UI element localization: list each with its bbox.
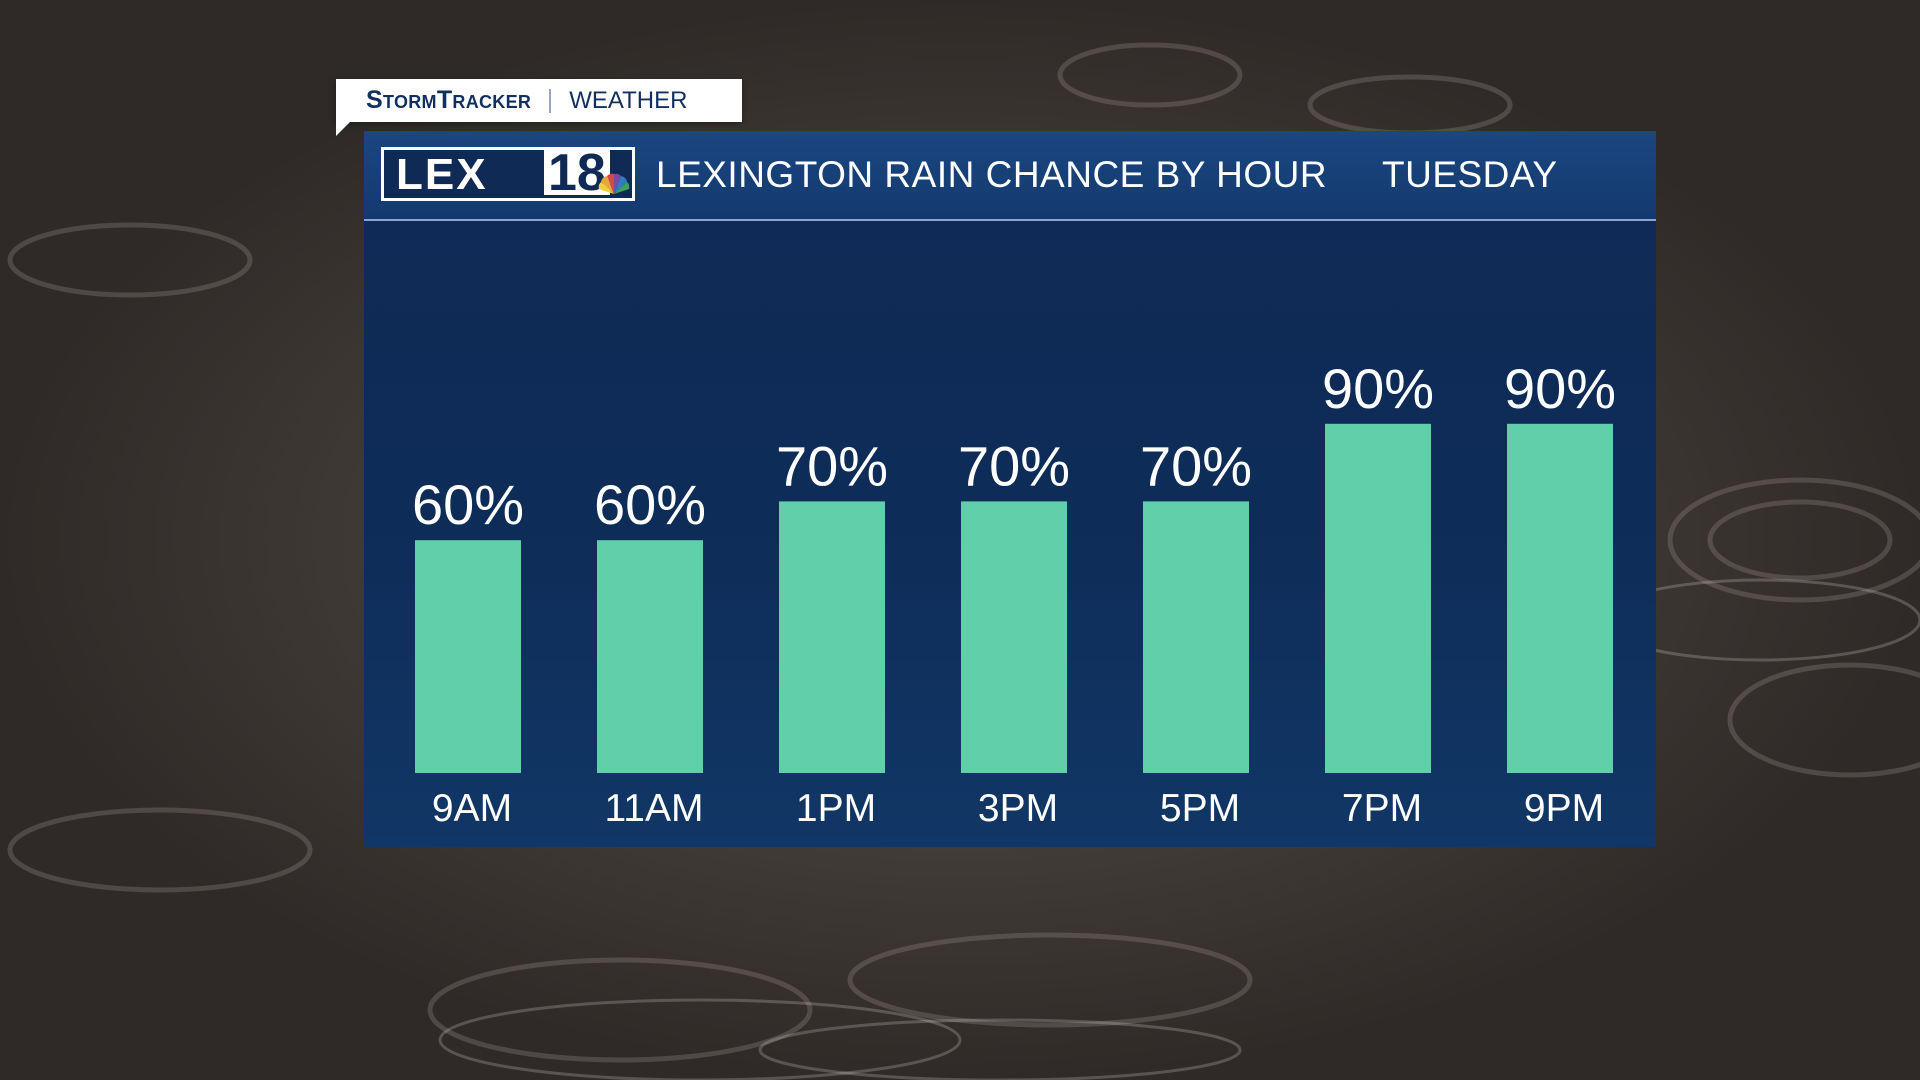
category-label-1pm: 1PM [796, 787, 876, 830]
value-label-1pm: 70% [776, 434, 888, 497]
value-label-9pm: 90% [1504, 357, 1616, 420]
panel-header: LEX 18 LEXINGTON RAIN CHANCE BY HOUR TUE… [364, 131, 1656, 221]
category-label-9pm: 9PM [1524, 787, 1604, 830]
bar-7pm [1325, 423, 1431, 773]
category-label-3pm: 3PM [978, 787, 1058, 830]
chart-day: TUESDAY [1382, 154, 1558, 195]
stormtracker-brand: StormTracker [366, 86, 532, 114]
value-label-7pm: 90% [1322, 357, 1434, 420]
value-label-9am: 60% [412, 473, 524, 536]
bar-1pm [779, 501, 885, 773]
bar-5pm [1143, 501, 1249, 773]
chart-title: LEXINGTON RAIN CHANCE BY HOUR [656, 154, 1328, 195]
rain-chance-panel: LEX 18 LEXINGTON RAIN CHANCE BY HOUR TUE… [364, 131, 1656, 847]
peacock-icon [598, 173, 630, 194]
value-label-3pm: 70% [958, 434, 1070, 497]
tag-divider [549, 88, 552, 113]
category-label-7pm: 7PM [1342, 787, 1422, 830]
category-label-9am: 9AM [432, 787, 512, 830]
bar-9am [415, 540, 521, 773]
value-label-5pm: 70% [1140, 434, 1252, 497]
bar-3pm [961, 501, 1067, 773]
bars-group: 60% 9AM 60% 11AM 70% 1PM 70% 3PM 70% 5PM 90% 7PM 90%… [412, 357, 1616, 830]
bar-11am [597, 540, 703, 773]
logo-text: LEX [396, 150, 488, 199]
lex18-logo: LEX 18 [381, 147, 635, 201]
weather-section-label: WEATHER [569, 86, 688, 114]
bar-9pm [1507, 423, 1613, 773]
category-label-5pm: 5PM [1160, 787, 1240, 830]
category-label-11am: 11AM [605, 787, 704, 830]
value-label-11am: 60% [594, 473, 706, 536]
rain-chance-bar-chart: 60% 9AM 60% 11AM 70% 1PM 70% 3PM 70% 5PM 90% 7PM 90%… [412, 357, 1616, 830]
tag-notch [336, 122, 350, 136]
stormtracker-weather-tag: StormTracker WEATHER [336, 79, 742, 122]
